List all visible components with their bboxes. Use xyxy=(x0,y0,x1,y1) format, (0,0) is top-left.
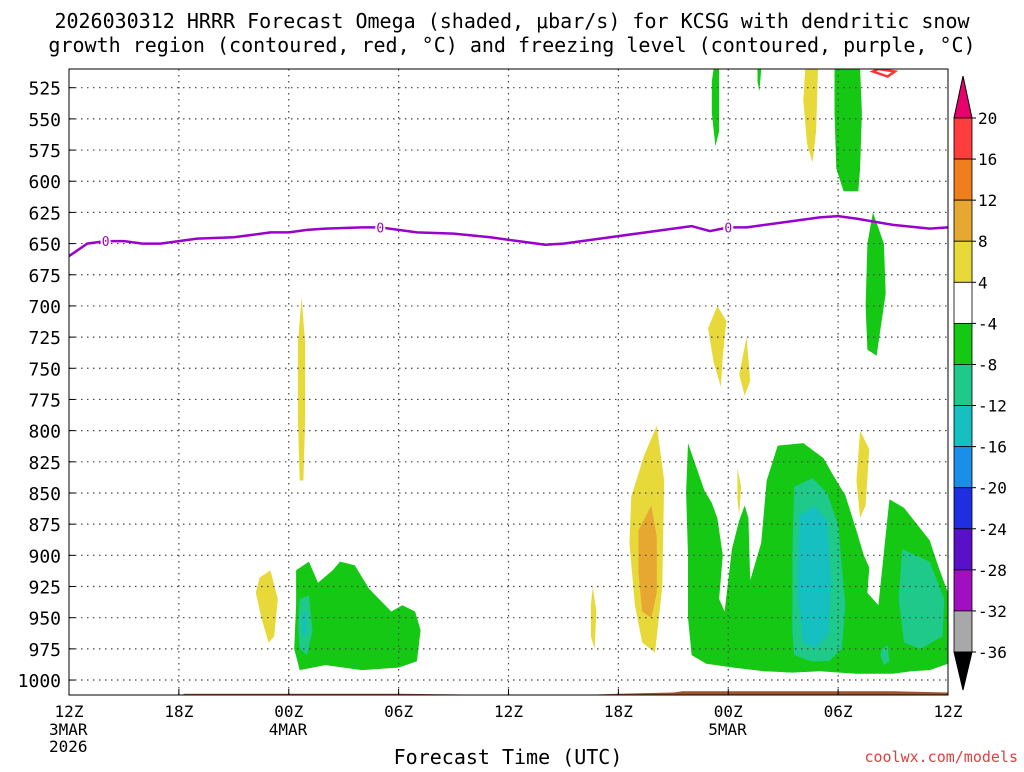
x-tick-label-2: 00Z xyxy=(274,702,303,721)
omega-region-14 xyxy=(737,468,742,516)
omega-region-10 xyxy=(803,69,818,163)
colorbar-box-12 xyxy=(953,569,973,612)
omega-region-12 xyxy=(708,305,727,387)
y-tick-label-750: 750 xyxy=(28,359,61,380)
x-tick-label-7: 06Z xyxy=(824,702,853,721)
x-tick-sublabel-2-0: 4MAR xyxy=(269,720,308,739)
colorbar-label-11: -28 xyxy=(978,561,1007,580)
colorbar-label-6: -8 xyxy=(978,355,997,374)
colorbar-label-1: 16 xyxy=(978,150,997,169)
x-tick-sublabel-6-0: 5MAR xyxy=(708,720,747,739)
colorbar-label-9: -20 xyxy=(978,479,1007,498)
y-tick-label-900: 900 xyxy=(28,546,61,567)
x-tick-label-4: 12Z xyxy=(494,702,523,721)
omega-region-19 xyxy=(797,505,831,649)
y-tick-label-650: 650 xyxy=(28,235,61,256)
freezing-label-bg-1 xyxy=(375,220,386,235)
omega-region-21 xyxy=(880,645,890,666)
x-tick-label-8: 12Z xyxy=(934,702,963,721)
colorbar-box-5 xyxy=(953,281,973,324)
y-tick-label-550: 550 xyxy=(28,110,61,131)
freezing-level-label-2: 0 xyxy=(724,221,732,236)
y-tick-label-825: 825 xyxy=(28,453,61,474)
omega-region-11 xyxy=(834,69,862,192)
colorbar-box-4 xyxy=(953,240,973,283)
colorbar-label-8: -16 xyxy=(978,438,1007,457)
colorbar-label-10: -24 xyxy=(978,520,1007,539)
y-tick-label-850: 850 xyxy=(28,484,61,505)
colorbar-box-1 xyxy=(953,117,973,160)
y-tick-label-525: 525 xyxy=(28,79,61,100)
colorbar-label-12: -32 xyxy=(978,602,1007,621)
y-tick-label-575: 575 xyxy=(28,141,61,162)
colorbar-label-7: -12 xyxy=(978,397,1007,416)
contour-lines: 0 0 0 xyxy=(69,69,948,258)
y-tick-label-875: 875 xyxy=(28,515,61,536)
colorbar-box-3 xyxy=(953,199,973,242)
colorbar-label-0: 20 xyxy=(978,109,997,128)
omega-region-1 xyxy=(255,570,278,643)
omega-region-8 xyxy=(711,69,720,147)
omega-region-20 xyxy=(898,549,945,649)
y-tick-label-775: 775 xyxy=(28,390,61,411)
colorbar-box-13 xyxy=(953,610,973,653)
y-tick-label-925: 925 xyxy=(28,578,61,599)
colorbar-label-13: -36 xyxy=(978,643,1007,662)
x-tick-label-3: 06Z xyxy=(384,702,413,721)
y-tick-label-1000: 1000 xyxy=(18,671,61,692)
colorbar-label-5: -4 xyxy=(978,314,997,333)
colorbar-box-9 xyxy=(953,446,973,489)
y-tick-label-600: 600 xyxy=(28,172,61,193)
y-tick-label-725: 725 xyxy=(28,328,61,349)
omega-region-16 xyxy=(865,212,886,356)
x-tick-label-5: 18Z xyxy=(604,702,633,721)
x-tick-sublabel-0-0: 3MAR xyxy=(49,720,88,739)
colorbar-box-7 xyxy=(953,364,973,406)
colorbar: 20 16 12 8 4 -4 -8 -12 -16 -20 -24 -28 -32 -36 xyxy=(953,75,1007,691)
omega-region-7 xyxy=(638,505,657,618)
colorbar-box-11 xyxy=(953,528,973,571)
colorbar-box-2 xyxy=(953,158,973,201)
x-tick-sublabel-0-1: 2026 xyxy=(49,737,88,756)
freezing-label-bg-2 xyxy=(723,220,734,235)
x-axis-label: Forecast Time (UTC) xyxy=(394,745,623,768)
y-tick-label-950: 950 xyxy=(28,609,61,630)
grid xyxy=(69,69,948,695)
colorbar-top-arrow xyxy=(953,75,973,119)
y-tick-label-975: 975 xyxy=(28,640,61,661)
x-tick-label-6: 00Z xyxy=(714,702,743,721)
y-axis: 525 550 575 600 625 650 675 700 725 750 775 800 825 8… xyxy=(18,79,75,692)
omega-region-2 xyxy=(294,561,421,671)
x-tick-label-1: 18Z xyxy=(164,702,193,721)
colorbar-label-2: 12 xyxy=(978,191,997,210)
colorbar-label-3: 8 xyxy=(978,232,988,251)
x-tick-label-0: 12Z xyxy=(55,702,84,721)
colorbar-box-8 xyxy=(953,405,973,448)
freezing-label-bg-0 xyxy=(100,234,111,249)
dendritic-contour-0 xyxy=(869,69,899,78)
colorbar-box-10 xyxy=(953,487,973,530)
y-tick-label-675: 675 xyxy=(28,266,61,287)
colorbar-bottom-arrow xyxy=(953,651,973,691)
freezing-level-label-0: 0 xyxy=(102,235,110,250)
y-tick-label-700: 700 xyxy=(28,297,61,318)
omega-region-15 xyxy=(856,430,870,518)
freezing-level-line xyxy=(69,214,948,258)
y-tick-label-625: 625 xyxy=(28,203,61,224)
omega-region-0 xyxy=(297,297,306,481)
freezing-level-label-1: 0 xyxy=(376,221,384,236)
colorbar-label-4: 4 xyxy=(978,273,988,292)
chart-title-line2: growth region (contoured, red, °C) and f… xyxy=(48,33,975,57)
omega-region-9 xyxy=(757,69,762,92)
omega-region-4 xyxy=(301,611,308,637)
omega-shading xyxy=(69,69,948,695)
omega-region-5 xyxy=(590,586,597,649)
omega-region-13 xyxy=(739,337,751,396)
credit-link[interactable]: coolwx.com/models xyxy=(864,748,1018,766)
chart-title-line1: 2026030312 HRRR Forecast Omega (shaded, … xyxy=(54,9,970,33)
y-tick-label-800: 800 xyxy=(28,422,61,443)
colorbar-box-6 xyxy=(953,322,973,365)
